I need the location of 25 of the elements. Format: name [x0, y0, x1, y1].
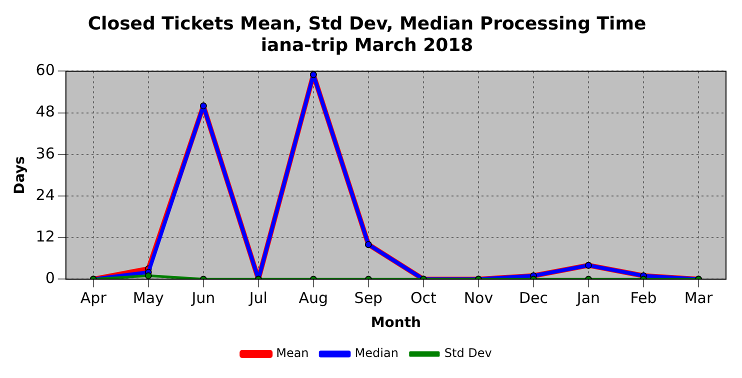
x-tick-label: Jul — [248, 289, 268, 308]
x-tick-label: Aug — [298, 289, 328, 308]
x-tick-label: Mar — [684, 289, 714, 308]
x-tick-label: Feb — [630, 289, 657, 308]
legend-label: Std Dev — [444, 346, 492, 360]
y-tick-label: 0 — [45, 269, 55, 288]
x-tick-label: Jun — [190, 289, 216, 308]
x-tick-label: Dec — [518, 289, 548, 308]
y-tick-label: 48 — [36, 102, 55, 121]
y-tick-label: 12 — [36, 227, 55, 246]
x-tick-label: Jan — [576, 289, 600, 308]
x-tick-label: Apr — [80, 289, 108, 308]
y-tick-label: 60 — [36, 61, 55, 80]
y-tick-label: 24 — [36, 186, 55, 204]
x-tick-label: May — [132, 289, 164, 308]
legend-label: Median — [354, 346, 398, 360]
y-tick-label: 36 — [36, 144, 55, 162]
chart-title: Closed Tickets Mean, Std Dev, Median Processing Time iana-trip March 2018 — [88, 13, 646, 56]
x-tick-label: Sep — [354, 289, 383, 308]
y-axis-title: Days — [12, 156, 28, 194]
point — [145, 272, 152, 280]
x-tick-label: Oct — [410, 289, 437, 308]
x-axis-title: Month — [370, 315, 422, 332]
legend-label: Mean — [276, 346, 309, 360]
x-tick-label: Nov — [464, 289, 494, 308]
